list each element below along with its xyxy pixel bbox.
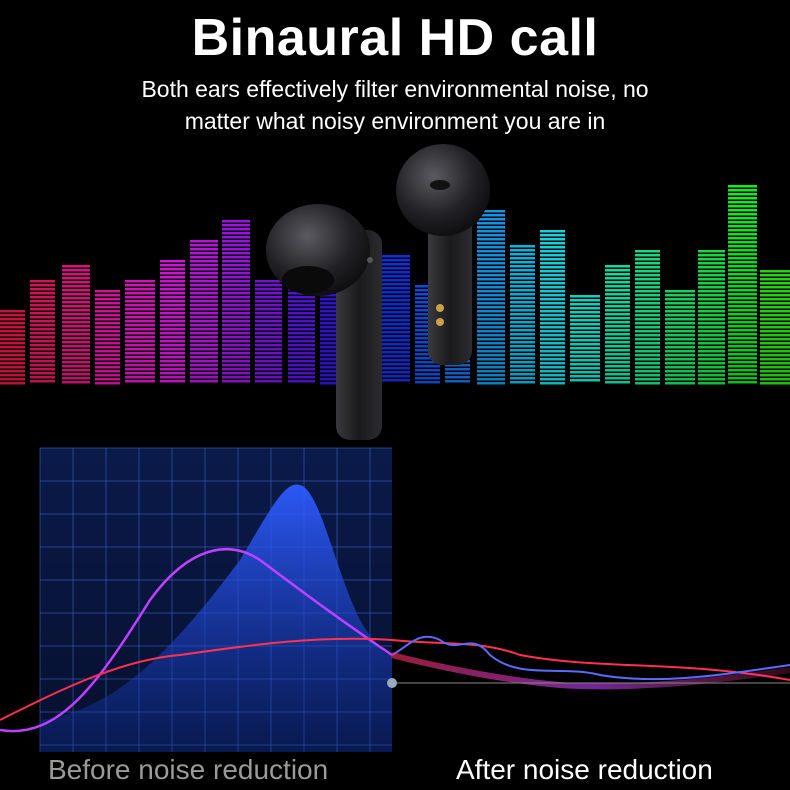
subtitle-line-1: Both ears effectively filter environment… — [141, 76, 649, 102]
equalizer-bar — [728, 185, 757, 384]
blue-noise-peak — [40, 484, 392, 752]
blue-curve-after — [391, 635, 790, 681]
equalizer-bar — [380, 255, 410, 382]
equalizer-bar — [255, 280, 282, 383]
equalizer-bar — [95, 290, 120, 385]
equalizer-bar — [160, 260, 185, 383]
pink-curve-after — [391, 652, 790, 690]
equalizer-bar — [477, 210, 505, 385]
equalizer-bar — [570, 295, 600, 382]
equalizer-bar — [415, 285, 440, 384]
equalizer-bar — [125, 280, 155, 383]
equalizer-bar — [0, 310, 25, 385]
after-label: After noise reduction — [456, 754, 713, 785]
equalizer-bar — [510, 245, 535, 384]
equalizer-bar — [760, 270, 790, 385]
equalizer-bar — [30, 280, 55, 383]
magenta-curve — [0, 548, 393, 733]
equalizer-bar — [62, 265, 90, 384]
equalizer-bar — [665, 290, 695, 385]
noise-reduction-graph — [0, 447, 790, 752]
equalizer-bar — [635, 250, 660, 385]
before-label: Before noise reduction — [48, 754, 329, 785]
red-curve — [0, 637, 790, 721]
equalizer-bar — [222, 220, 250, 383]
equalizer-bar — [190, 240, 218, 383]
baseline-marker — [387, 678, 397, 688]
page-title: Binaural HD call — [191, 9, 599, 67]
earbuds-icon — [266, 144, 490, 440]
equalizer-bar — [605, 265, 630, 384]
subtitle-line-2: matter what noisy environment you are in — [184, 108, 606, 134]
equalizer-bar — [540, 230, 565, 385]
equalizer-bar — [698, 250, 725, 385]
